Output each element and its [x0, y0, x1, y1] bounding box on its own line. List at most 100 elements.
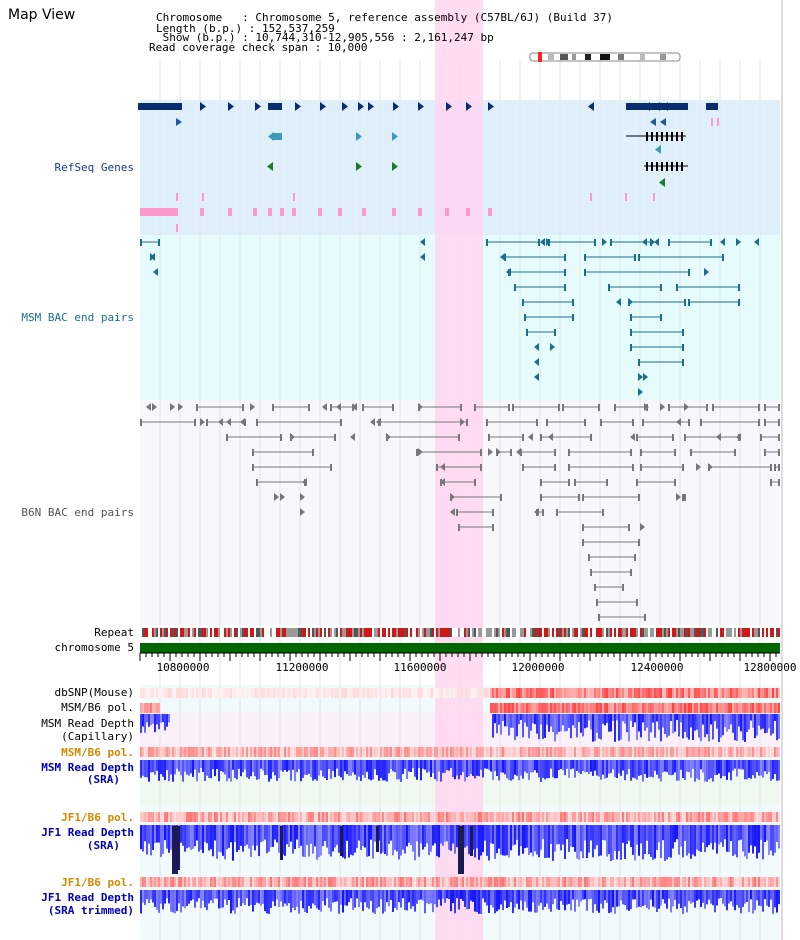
- dbsnp-heat: [760, 688, 762, 698]
- refseq-exon: [671, 162, 673, 171]
- jf1-trim-depth: [664, 890, 666, 904]
- msm-sra-depth: [218, 760, 220, 782]
- dbsnp-heat: [560, 688, 562, 698]
- repeat-element: [482, 628, 484, 637]
- jf1-depth: [714, 825, 716, 843]
- msm-pol-heat: [670, 703, 672, 713]
- jf1-pol-heat: [492, 812, 494, 822]
- track-label-jf1-pol-2[interactable]: JF1/B6 pol.: [61, 876, 134, 889]
- track-label-jf1-trim[interactable]: JF1 Read Depth: [41, 891, 134, 904]
- track-label-jf1-pol-1[interactable]: JF1/B6 pol.: [61, 811, 134, 824]
- jf1-pol-heat: [414, 812, 416, 822]
- dbsnp-heat: [244, 688, 246, 698]
- jf1-depth: [738, 825, 740, 841]
- dbsnp-heat: [552, 688, 554, 698]
- jf1-trim-depth: [566, 890, 568, 905]
- track-label-b6n-bac[interactable]: B6N BAC end pairs: [21, 506, 134, 519]
- jf1-pol-heat: [734, 812, 736, 822]
- track-label-msm-bac[interactable]: MSM BAC end pairs: [21, 311, 134, 324]
- jf1-trim-depth: [640, 890, 642, 908]
- refseq-gene-arrow: [176, 118, 182, 126]
- jf1-pol-heat: [308, 812, 310, 822]
- jf1-trim-depth: [440, 890, 442, 906]
- dbsnp-heat: [662, 688, 664, 698]
- jf1-trim-depth: [396, 890, 398, 910]
- dbsnp-heat: [748, 688, 750, 698]
- jf1-pol-heat: [718, 812, 720, 822]
- repeat-element: [420, 628, 422, 637]
- msm-bac-pair: [486, 239, 488, 246]
- jf1-pol-heat: [394, 812, 396, 822]
- repeat-element: [720, 628, 722, 637]
- jf1-pol-heat: [160, 812, 162, 822]
- msm-cap-depth: [580, 714, 582, 733]
- b6n-bac-end: [450, 493, 455, 501]
- jf1-pol-heat: [304, 812, 306, 822]
- jf1-trim-depth: [252, 890, 254, 912]
- jf1-pol-heat: [770, 812, 772, 822]
- b6n-bac-pair: [436, 464, 438, 471]
- msm-sra-depth: [352, 760, 354, 773]
- jf1-depth: [718, 825, 720, 845]
- jf1-pol-heat: [400, 877, 402, 887]
- jf1-depth: [746, 825, 748, 859]
- jf1-pol-heat: [346, 812, 348, 822]
- repeat-element: [142, 628, 144, 637]
- track-label-jf1-depth[interactable]: JF1 Read Depth: [41, 826, 134, 839]
- track-label-repeat[interactable]: Repeat: [94, 626, 134, 639]
- msm-cap-depth: [502, 714, 504, 722]
- msm-sra-depth: [198, 760, 200, 773]
- msm-pol-heat: [410, 747, 412, 757]
- msm-pol-heat: [400, 747, 402, 757]
- jf1-depth: [754, 825, 756, 847]
- jf1-pol-heat: [608, 812, 610, 822]
- msm-sra-depth: [150, 760, 152, 773]
- msm-pol-heat: [578, 703, 580, 713]
- jf1-trim-depth: [250, 890, 252, 905]
- track-label-msm-depth-sra[interactable]: MSM Read Depth: [41, 761, 134, 774]
- msm-pol-heat: [628, 703, 630, 713]
- jf1-pol-heat: [246, 877, 248, 887]
- ideogram-position-marker: [538, 52, 542, 62]
- dbsnp-heat: [401, 688, 403, 698]
- dbsnp-heat: [720, 688, 722, 698]
- dbsnp-heat: [626, 688, 628, 698]
- track-label-msm-depth-cap[interactable]: MSM Read Depth: [41, 717, 134, 730]
- msm-sra-depth: [590, 760, 592, 772]
- repeat-element: [632, 628, 634, 637]
- msm-pol-heat: [478, 747, 480, 757]
- msm-pol-heat: [268, 747, 270, 757]
- dbsnp-heat: [574, 688, 576, 698]
- msm-sra-depth: [654, 760, 656, 771]
- jf1-depth: [672, 825, 674, 849]
- track-label-msm-pol-2[interactable]: MSM/B6 pol.: [61, 746, 134, 759]
- msm-sra-depth: [560, 760, 562, 769]
- repeat-element: [590, 628, 592, 637]
- jf1-pol-heat: [360, 812, 362, 822]
- msm-pol-heat: [676, 703, 678, 713]
- jf1-depth: [196, 825, 198, 841]
- jf1-pol-heat: [184, 812, 186, 822]
- track-label-msm-pol-1[interactable]: MSM/B6 pol.: [61, 701, 134, 714]
- msm-sra-depth: [502, 760, 504, 773]
- jf1-depth: [580, 825, 582, 852]
- repeat-element: [516, 628, 518, 637]
- repeat-element: [300, 628, 302, 637]
- jf1-trim-depth: [588, 890, 590, 900]
- jf1-pol-heat: [420, 877, 422, 887]
- msm-pol-heat: [436, 747, 438, 757]
- msm-sra-depth: [720, 760, 722, 779]
- track-label-chromosome[interactable]: chromosome 5: [54, 641, 134, 654]
- msm-bac-end: [642, 238, 647, 246]
- dbsnp-heat: [750, 688, 752, 698]
- track-label-refseq[interactable]: RefSeq Genes: [54, 161, 134, 174]
- jf1-pol-heat: [328, 877, 330, 887]
- pink-feature: [362, 208, 366, 216]
- msm-pol-heat: [778, 747, 780, 757]
- jf1-trim-depth: [564, 890, 566, 911]
- track-label-dbsnp[interactable]: dbSNP(Mouse): [54, 686, 134, 699]
- jf1-depth: [624, 825, 626, 859]
- msm-sra-depth: [396, 760, 398, 780]
- jf1-pol-heat: [274, 877, 276, 887]
